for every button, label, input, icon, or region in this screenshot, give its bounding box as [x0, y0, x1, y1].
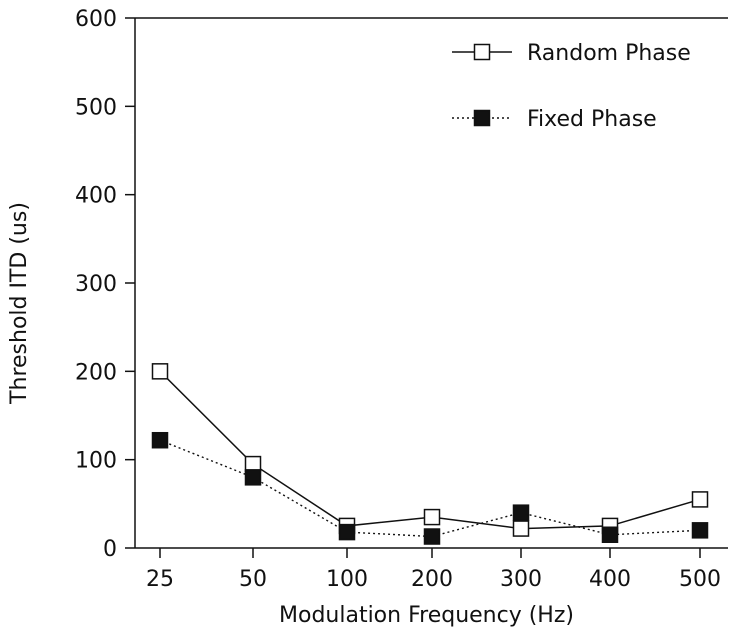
- legend-marker: [473, 109, 491, 127]
- random-phase-point: [691, 491, 709, 508]
- fixed-phase-point: [423, 528, 441, 545]
- fixed-phase-point: [691, 522, 709, 539]
- series-fixed-phase: [151, 431, 709, 545]
- legend-marker: [473, 43, 491, 61]
- y-tick-label: 600: [75, 7, 117, 32]
- y-tick-label: 300: [75, 272, 117, 297]
- fixed-phase-point: [601, 526, 619, 543]
- random-phase-point: [512, 520, 530, 537]
- y-tick-label: 200: [75, 360, 117, 385]
- x-tick-label: 50: [239, 567, 267, 592]
- x-tick-label: 100: [326, 567, 368, 592]
- x-axis-ticks: 25 50 100 200 300 400 500: [146, 548, 721, 592]
- fixed-phase-point: [151, 431, 169, 449]
- series-layer: [151, 363, 709, 545]
- x-axis-title: Modulation Frequency (Hz): [279, 603, 574, 628]
- y-axis-ticks: 0 100 200 300 400 500 600: [75, 7, 135, 562]
- random-phase-point: [423, 508, 441, 526]
- legend-label: Fixed Phase: [527, 107, 657, 132]
- legend: Random Phase Fixed Phase: [452, 41, 691, 132]
- legend-item-fixed-phase: Fixed Phase: [452, 107, 657, 132]
- x-tick-label: 25: [146, 567, 174, 592]
- y-tick-label: 400: [75, 184, 117, 209]
- y-tick-label: 500: [75, 95, 117, 120]
- y-tick-label: 0: [103, 537, 117, 562]
- legend-item-random-phase: Random Phase: [452, 41, 691, 66]
- x-tick-label: 200: [411, 567, 453, 592]
- x-tick-label: 400: [589, 567, 631, 592]
- legend-label: Random Phase: [527, 41, 691, 66]
- x-tick-label: 300: [500, 567, 542, 592]
- fixed-phase-point: [244, 469, 262, 486]
- series-random-phase: [151, 363, 709, 537]
- fixed-phase-point: [338, 523, 356, 541]
- series-line: [159, 370, 701, 530]
- random-phase-point: [151, 363, 169, 380]
- fixed-phase-point: [512, 504, 530, 521]
- y-axis-title: Threshold ITD (us): [7, 202, 32, 405]
- y-tick-label: 100: [75, 449, 117, 474]
- plot-frame: [134, 17, 728, 549]
- x-tick-label: 500: [679, 567, 721, 592]
